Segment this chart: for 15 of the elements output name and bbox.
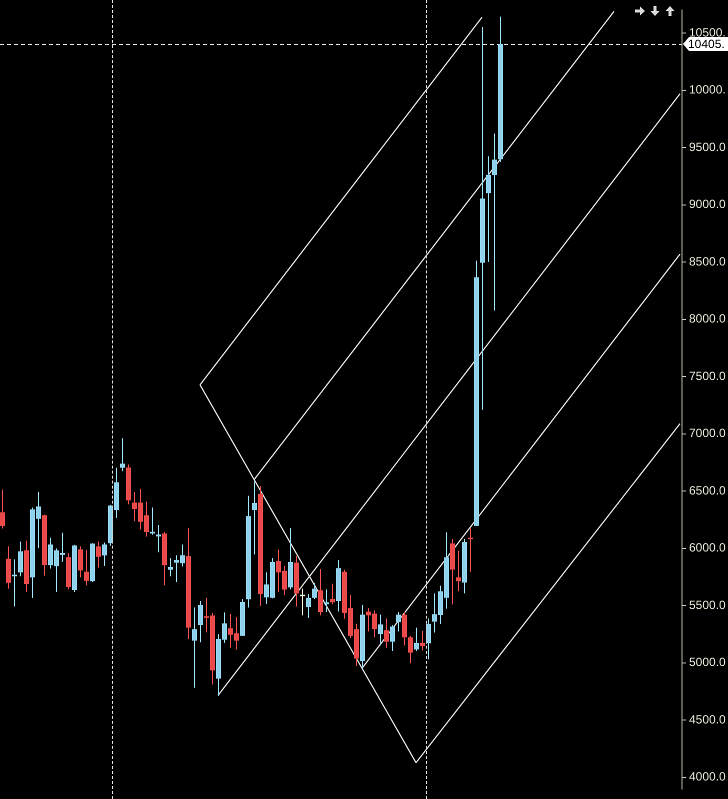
y-tick-label: 10500. — [689, 25, 726, 40]
y-tick-label: 7000.0 — [689, 426, 726, 440]
y-tick-label: 5000.0 — [689, 655, 726, 670]
y-tick-label: 4500.0 — [689, 712, 726, 726]
y-tick-label: 9000.0 — [689, 197, 726, 212]
ref-line-label: 10405. — [688, 36, 725, 51]
y-tick-label: 6500.0 — [689, 483, 726, 498]
y-tick-label: 5500.0 — [689, 598, 726, 612]
y-tick-label: 8000.0 — [689, 312, 726, 326]
y-tick-label: 6000.0 — [689, 540, 726, 555]
y-tick-label: 7500.0 — [689, 368, 726, 383]
y-tick-label: 10000. — [689, 82, 726, 97]
y-tick-label: 8500.0 — [689, 254, 726, 268]
y-tick-label: 9500.0 — [689, 140, 726, 154]
y-tick-label: 4000.0 — [689, 770, 726, 784]
